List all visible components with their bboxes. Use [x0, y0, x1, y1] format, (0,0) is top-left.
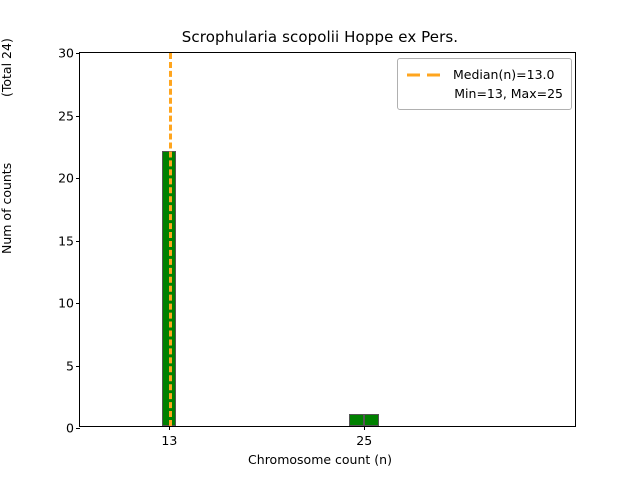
- y-axis-secondary-label: (Total 24): [0, 38, 14, 97]
- y-tick-label: 30: [58, 45, 74, 61]
- y-tick-mark: [76, 303, 80, 304]
- legend-item-minmax: Min=13, Max=25: [406, 84, 563, 103]
- bar: [162, 151, 177, 426]
- plot-area: 0 5 10 15 20 25 30 13 25: [58, 46, 576, 448]
- y-tick-mark: [76, 428, 80, 429]
- y-tick-label: 10: [58, 295, 74, 311]
- y-tick-label: 15: [58, 233, 74, 248]
- y-tick-mark: [76, 365, 80, 367]
- page-title: Scrophularia scopolii Hoppe ex Pers.: [181, 28, 459, 46]
- x-tick-label: 25: [356, 433, 373, 448]
- x-tick-mark: [169, 426, 171, 430]
- dashed-line-icon: [406, 68, 444, 82]
- median-line: [169, 53, 173, 426]
- y-tick-mark: [76, 115, 80, 117]
- legend-item-median: Median(n)=13.0: [406, 65, 563, 84]
- y-tick-mark: [76, 53, 80, 54]
- y-tick-label: 25: [58, 108, 74, 123]
- y-tick-label: 20: [58, 170, 74, 186]
- legend-label-minmax: Min=13, Max=25: [454, 86, 563, 101]
- y-tick-mark: [76, 240, 80, 242]
- y-tick-label: 0: [66, 420, 74, 436]
- y-axis-label: Num of counts: [0, 162, 14, 254]
- bar: [364, 413, 380, 426]
- y-tick-label: 5: [66, 358, 74, 373]
- y-tick-mark: [76, 178, 80, 179]
- x-axis-label: Chromosome count (n): [248, 452, 392, 467]
- legend: Median(n)=13.0 Min=13, Max=25: [397, 58, 572, 110]
- x-tick-mark: [364, 426, 366, 430]
- x-tick-label: 13: [161, 433, 178, 448]
- legend-label-median: Median(n)=13.0: [453, 67, 555, 82]
- bar: [349, 413, 365, 426]
